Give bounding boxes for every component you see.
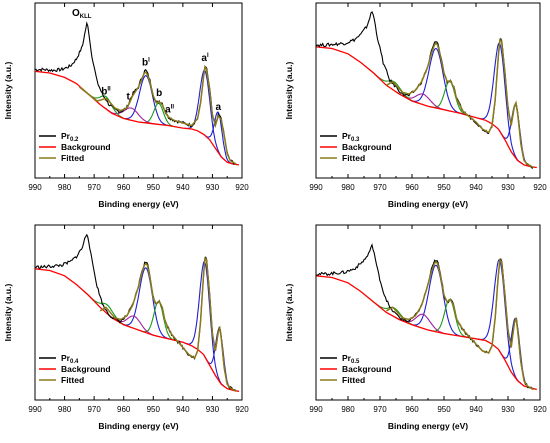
- x-tick-label: 960: [405, 183, 419, 192]
- legend-label: Background: [342, 364, 392, 374]
- peak-label-subscript: KLL: [80, 14, 92, 20]
- x-tick-label: 950: [437, 405, 451, 414]
- plot-area: [316, 243, 537, 391]
- fit-component-line: [119, 267, 173, 341]
- legend-label: Background: [342, 142, 392, 152]
- x-tick-label: 990: [28, 405, 42, 414]
- legend-label: Background: [61, 142, 111, 152]
- x-tick-label: 930: [206, 405, 220, 414]
- peak-label-superscript: II: [171, 105, 175, 111]
- background-line: [35, 268, 240, 392]
- x-tick-label: 990: [28, 183, 42, 192]
- x-tick-label: 920: [533, 405, 547, 414]
- x-tick-label: 930: [501, 405, 515, 414]
- peak-label: aI: [201, 53, 209, 64]
- x-tick-label: 980: [341, 405, 355, 414]
- fit-component-line: [368, 297, 421, 328]
- y-axis-title: Intensity (a.u.): [284, 62, 294, 120]
- peak-label-superscript: I: [207, 53, 209, 59]
- x-tick-label: 970: [373, 183, 387, 192]
- peak-label: a: [216, 102, 222, 113]
- plot-area: [35, 233, 240, 392]
- plot-area: [35, 21, 240, 166]
- x-tick-label: 940: [469, 183, 483, 192]
- legend-label: Fitted: [61, 153, 84, 163]
- x-tick-label: 980: [58, 183, 72, 192]
- fit-component-line: [407, 264, 465, 338]
- fitted-line: [386, 38, 534, 169]
- x-tick-label: 970: [87, 183, 101, 192]
- peak-label: aII: [165, 105, 174, 116]
- chart-panel-2: 990 980 970 960 950 940 930 920 Binding energy (…: [284, 2, 547, 209]
- legend-subscript: 0.5: [351, 359, 360, 365]
- plot-area: [316, 10, 537, 170]
- x-tick-label: 930: [501, 183, 515, 192]
- x-axis-title: Binding energy (eV): [98, 421, 178, 431]
- peak-label: bI: [142, 57, 150, 68]
- chart-panel-4: 990 980 970 960 950 940 930 920 Binding energy (…: [284, 224, 547, 431]
- legend-subscript: 0.2: [70, 137, 79, 143]
- x-tick-label: 930: [206, 183, 220, 192]
- peak-label-superscript: II: [107, 86, 111, 92]
- x-tick-label: 920: [533, 183, 547, 192]
- x-tick-label: 940: [176, 183, 190, 192]
- fitted-line: [78, 64, 237, 165]
- y-axis-title: Intensity (a.u.): [3, 62, 13, 120]
- legend-subscript: 0.3: [351, 137, 360, 143]
- x-axis-title: Binding energy (eV): [388, 199, 468, 209]
- x-tick-label: 950: [437, 183, 451, 192]
- y-axis-title: Intensity (a.u.): [3, 284, 13, 342]
- x-tick-label: 940: [176, 405, 190, 414]
- peak-label-superscript: I: [148, 57, 150, 63]
- x-tick-label: 960: [405, 405, 419, 414]
- background-line: [316, 275, 537, 391]
- x-tick-label: 990: [309, 405, 323, 414]
- y-axis-title: Intensity (a.u.): [284, 284, 294, 342]
- x-tick-label: 990: [309, 183, 323, 192]
- peak-label: b: [156, 88, 162, 99]
- fit-component-line: [184, 260, 226, 388]
- legend-label: Fitted: [61, 375, 84, 385]
- x-tick-label: 970: [87, 405, 101, 414]
- x-tick-label: 980: [341, 183, 355, 192]
- x-tick-label: 950: [147, 405, 161, 414]
- legend-label: Fitted: [342, 153, 365, 163]
- x-tick-label: 960: [117, 183, 131, 192]
- chart-panel-3: 990 980 970 960 950 940 930 920 Binding energy (…: [3, 224, 249, 431]
- peak-label: bII: [101, 86, 111, 97]
- fit-component-line: [407, 47, 465, 115]
- legend-label: Background: [61, 364, 111, 374]
- x-axis-title: Binding energy (eV): [98, 199, 178, 209]
- peak-label: t: [126, 92, 130, 103]
- x-tick-label: 940: [469, 405, 483, 414]
- x-axis-title: Binding energy (eV): [388, 421, 468, 431]
- fitted-line: [386, 258, 534, 391]
- chart-panel-1: 990 980 970 960 950 940 930 920 Binding energy (…: [3, 2, 249, 209]
- fit-component-line: [119, 74, 173, 127]
- fitted-line: [99, 256, 237, 392]
- x-tick-label: 980: [58, 405, 72, 414]
- x-tick-label: 920: [235, 183, 249, 192]
- x-tick-label: 970: [373, 405, 387, 414]
- peak-label: OKLL: [72, 8, 92, 20]
- x-tick-label: 950: [147, 183, 161, 192]
- x-tick-label: 920: [235, 405, 249, 414]
- x-tick-label: 960: [117, 405, 131, 414]
- fit-component-line: [202, 111, 234, 165]
- background-line: [316, 46, 537, 169]
- legend-label: Fitted: [342, 375, 365, 385]
- legend-subscript: 0.4: [70, 359, 79, 365]
- fit-component-line: [477, 42, 522, 164]
